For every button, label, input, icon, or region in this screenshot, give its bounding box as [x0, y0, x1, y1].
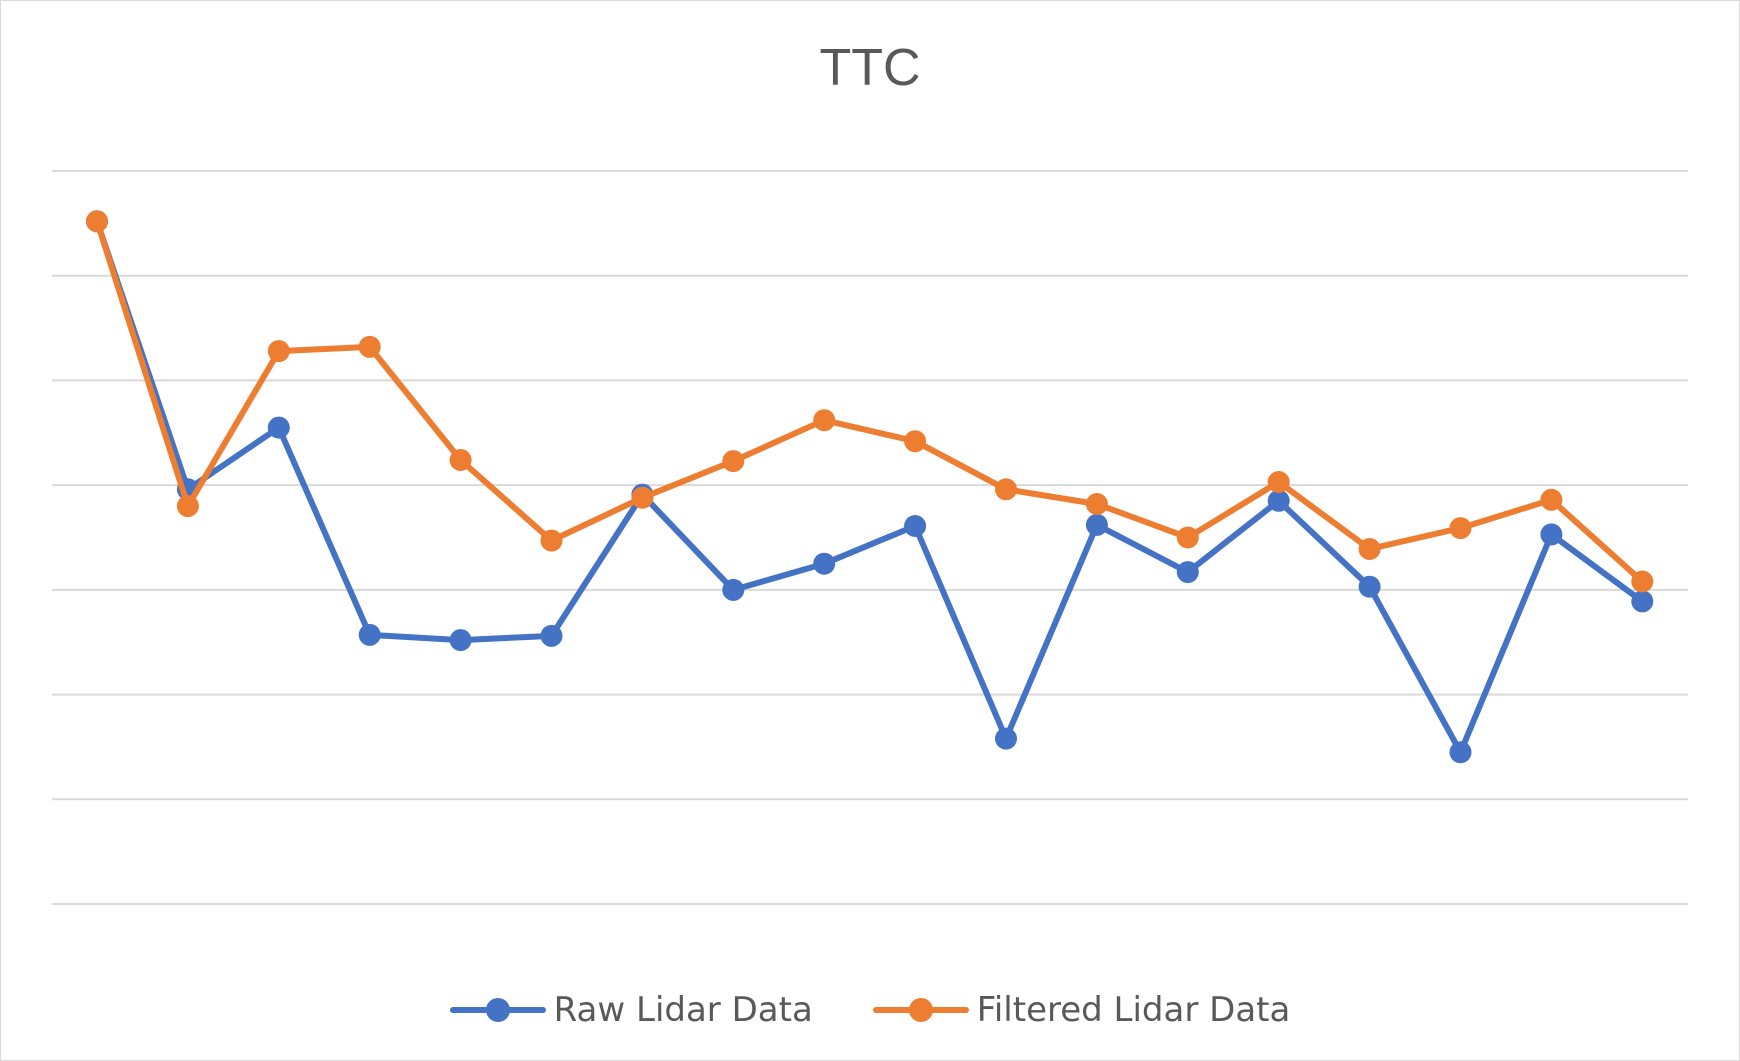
point-1-4	[449, 449, 472, 471]
point-0-17	[1631, 590, 1654, 613]
point-1-6	[631, 486, 654, 509]
legend-label-raw: Raw Lidar Data	[553, 990, 813, 1030]
chart-title: TTC	[819, 39, 921, 97]
point-0-2	[267, 416, 290, 439]
point-1-2	[267, 340, 290, 363]
point-1-10	[995, 478, 1017, 501]
point-1-17	[1631, 570, 1654, 593]
series-line-1	[94, 218, 1646, 585]
series-1	[86, 210, 1654, 593]
series-line-0	[94, 218, 1646, 756]
point-0-15	[1449, 741, 1472, 764]
point-0-3	[358, 623, 381, 646]
point-1-5	[540, 529, 563, 552]
legend-item-raw: Raw Lidar Data	[449, 990, 813, 1030]
legend-marker-raw	[485, 998, 510, 1022]
point-0-12	[1176, 561, 1199, 584]
point-0-14	[1358, 575, 1381, 598]
point-1-13	[1267, 471, 1290, 493]
point-1-16	[1540, 488, 1563, 511]
point-0-4	[449, 629, 472, 652]
legend: Raw Lidar Data Filtered Lidar Data	[0, 990, 1740, 1030]
point-1-12	[1176, 526, 1199, 549]
point-1-14	[1358, 538, 1381, 560]
point-1-11	[1085, 493, 1108, 515]
series-layer	[86, 210, 1654, 764]
point-0-11	[1085, 513, 1108, 536]
point-1-0	[86, 210, 108, 233]
legend-swatch-filtered	[872, 998, 969, 1022]
point-1-15	[1449, 517, 1472, 540]
legend-label-filtered: Filtered Lidar Data	[976, 990, 1291, 1030]
point-1-7	[722, 450, 745, 473]
legend-item-filtered: Filtered Lidar Data	[872, 990, 1291, 1030]
point-0-16	[1540, 523, 1563, 546]
point-0-13	[1267, 489, 1290, 512]
legend-marker-filtered	[908, 998, 933, 1022]
point-1-1	[176, 495, 199, 518]
point-1-3	[358, 335, 381, 358]
series-0	[86, 210, 1654, 764]
point-0-8	[813, 552, 836, 575]
point-0-9	[904, 515, 927, 537]
point-0-5	[540, 624, 563, 647]
legend-swatch-raw	[449, 998, 546, 1022]
point-1-9	[904, 430, 927, 453]
point-0-7	[722, 578, 745, 601]
gridlines	[52, 170, 1688, 905]
point-1-8	[813, 409, 836, 432]
point-0-10	[995, 727, 1017, 750]
